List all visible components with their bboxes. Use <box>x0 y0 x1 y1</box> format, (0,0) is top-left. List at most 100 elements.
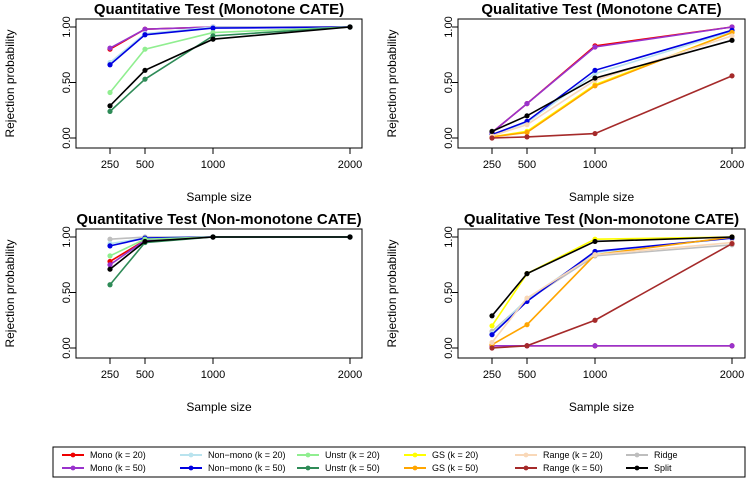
panel3-point-split <box>107 266 113 272</box>
legend-label-gs-k-50: GS (k = 50) <box>432 463 478 473</box>
panel4-point-non-mono-k-50 <box>489 332 495 338</box>
legend-marker-ridge <box>634 452 640 458</box>
panel2-point-split <box>489 128 495 134</box>
legend-box <box>52 446 746 478</box>
panel2-point-range-k-50 <box>524 134 530 140</box>
panel4-point-split <box>524 271 530 277</box>
panel1-frame <box>75 18 363 149</box>
panel1-point-unstr-k-50 <box>142 76 148 82</box>
panel4-point-split <box>489 313 495 319</box>
panel4-point-range-k-50 <box>729 241 735 247</box>
legend-marker-mono-k-20 <box>70 452 76 458</box>
legend-label-range-k-20: Range (k = 20) <box>543 450 603 460</box>
panel2-frame <box>457 18 746 149</box>
panel1-point-mono-k-50 <box>107 45 113 51</box>
panel2-series-non-mono-k-50 <box>491 29 733 136</box>
panel3-point-split <box>347 234 353 240</box>
panel1-xtick-label: 2000 <box>338 159 362 171</box>
panel1-ylabel: Rejection probability <box>3 29 17 137</box>
panel4-ytick-label: 0.00 <box>443 337 455 358</box>
panel1-series-unstr-k-50 <box>109 26 351 112</box>
panel2-xtick-label: 2000 <box>720 159 744 171</box>
panel2-point-range-k-50 <box>729 73 735 79</box>
panel4-point-range-k-20 <box>524 295 530 301</box>
panel2-series-range-k-50 <box>491 75 733 139</box>
legend-label-split: Split <box>654 463 672 473</box>
panel4-point-range-k-20 <box>592 252 598 258</box>
legend-label-ridge: Ridge <box>654 450 678 460</box>
panel1-point-split <box>210 36 216 42</box>
panel4-title: Qualitative Test (Non-monotone CATE) <box>464 211 739 228</box>
panel3-point-non-mono-k-50 <box>107 243 113 249</box>
panel1-xtick-label: 250 <box>101 159 119 171</box>
panel1-series-split <box>109 26 351 107</box>
panel4-xtick-label: 500 <box>518 369 536 381</box>
panel2-point-range-k-20 <box>524 122 530 128</box>
panel2-ytick-label: 0.50 <box>443 72 455 93</box>
panel1-xtick-label: 500 <box>136 159 154 171</box>
panel4-xtick-label: 1000 <box>583 369 607 381</box>
legend-label-range-k-50: Range (k = 50) <box>543 463 603 473</box>
panel4-ylabel: Rejection probability <box>385 239 399 347</box>
panel1-point-unstr-k-50 <box>107 108 113 114</box>
panel3-xtick-label: 500 <box>136 369 154 381</box>
legend-marker-mono-k-50 <box>70 465 76 471</box>
panel4-ytick-label: 1.00 <box>443 226 455 247</box>
panel2-point-split <box>592 75 598 81</box>
panel1-point-non-mono-k-50 <box>107 62 113 68</box>
panel3-frame <box>75 228 363 359</box>
legend-label-mono-k-50: Mono (k = 50) <box>90 463 146 473</box>
legend-marker-non-mono-k-50 <box>188 465 194 471</box>
panel3-xtick-label: 1000 <box>201 369 225 381</box>
panel4-point-range-k-50 <box>592 317 598 323</box>
panel3-ytick-label: 0.50 <box>61 282 73 303</box>
legend-label-non-mono-k-50: Non−mono (k = 50) <box>208 463 286 473</box>
panel2-point-range-k-50 <box>489 135 495 141</box>
panel4-point-mono-k-50 <box>729 343 735 349</box>
panel1-series-non-mono-k-50 <box>109 26 351 66</box>
panel3-xtick-label: 250 <box>101 369 119 381</box>
panel3-point-mono-k-50 <box>107 262 113 268</box>
legend-label-unstr-k-50: Unstr (k = 50) <box>325 463 380 473</box>
panel2-point-mono-k-50 <box>524 100 530 107</box>
panel1-title: Quantitative Test (Monotone CATE) <box>94 1 344 18</box>
panel1-ytick-label: 0.00 <box>61 127 73 148</box>
panel4-series-range-k-20 <box>491 241 733 343</box>
legend-marker-unstr-k-50 <box>305 465 311 471</box>
panel3-point-ridge <box>107 236 113 242</box>
legend-label-non-mono-k-20: Non−mono (k = 20) <box>208 450 286 460</box>
panel4-point-gs-k-50 <box>524 322 530 328</box>
legend-label-unstr-k-20: Unstr (k = 20) <box>325 450 380 460</box>
legend-marker-range-k-20 <box>523 452 529 458</box>
panel2-point-gs-k-50 <box>592 83 598 89</box>
panel4-series-gs-k-50 <box>491 236 733 346</box>
panel3-xlabel: Sample size <box>186 400 252 414</box>
panel1-ytick-label: 1.00 <box>61 16 73 37</box>
panel4-point-range-k-50 <box>524 343 530 349</box>
panel1-point-split <box>142 67 148 73</box>
panel3-title: Quantitative Test (Non-monotone CATE) <box>76 211 361 228</box>
panel2-xlabel: Sample size <box>569 190 635 204</box>
panel2-point-split <box>729 37 735 43</box>
panel1-point-unstr-k-20 <box>142 46 148 52</box>
panel2-ytick-label: 0.00 <box>443 127 455 148</box>
panel4-point-gs-k-20 <box>489 323 495 329</box>
panel2-point-mono-k-50 <box>592 44 598 50</box>
panel2-point-gs-k-50 <box>524 129 530 136</box>
panel2-xtick-label: 1000 <box>583 159 607 171</box>
legend-marker-range-k-50 <box>523 465 529 471</box>
panel1-point-non-mono-k-50 <box>210 25 216 31</box>
panel3-ylabel: Rejection probability <box>3 239 17 347</box>
panel4-xlabel: Sample size <box>569 400 635 414</box>
panel3-xtick-label: 2000 <box>338 369 362 381</box>
panel3-point-split <box>210 234 216 240</box>
panel3-point-unstr-k-20 <box>107 253 113 259</box>
panel1-xtick-label: 1000 <box>201 159 225 171</box>
legend-marker-gs-k-20 <box>412 452 418 458</box>
panel1-point-mono-k-50 <box>142 26 148 32</box>
panel4-xtick-label: 250 <box>483 369 501 381</box>
panel4-series-gs-k-20 <box>491 236 733 327</box>
panel3-point-unstr-k-50 <box>107 282 113 288</box>
panel2-point-range-k-50 <box>592 130 598 137</box>
legend-marker-unstr-k-20 <box>305 452 311 458</box>
